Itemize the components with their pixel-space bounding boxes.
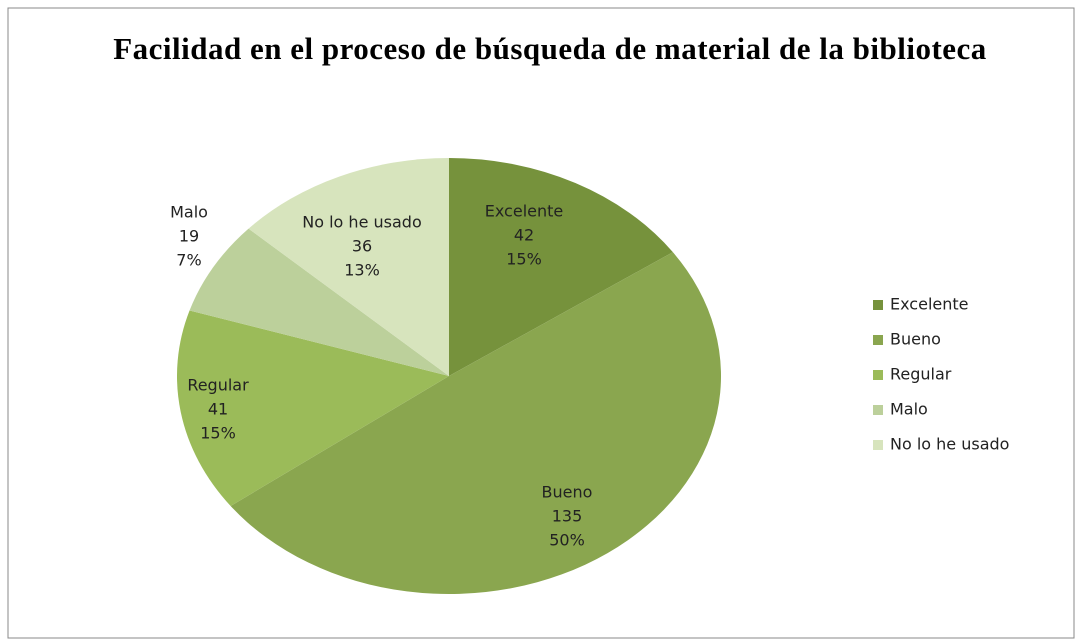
- slice-label-value: 42: [514, 226, 534, 245]
- slice-label-name: Bueno: [542, 483, 593, 502]
- legend-swatch: [873, 405, 883, 415]
- legend-swatch: [873, 335, 883, 345]
- slice-label-value: 41: [208, 400, 228, 419]
- legend-label: Regular: [890, 365, 952, 384]
- chart-title: Facilidad en el proceso de búsqueda de m…: [113, 32, 987, 66]
- slice-label-name: Regular: [187, 376, 249, 395]
- legend-swatch: [873, 370, 883, 380]
- slice-label-name: No lo he usado: [302, 213, 421, 232]
- slice-label-percent: 15%: [200, 424, 236, 443]
- pie-slice: [248, 158, 449, 376]
- slice-label-value: 36: [352, 237, 372, 256]
- pie-slice: [176, 310, 449, 506]
- slice-label-percent: 7%: [176, 251, 201, 270]
- slice-label-value: 19: [179, 227, 199, 246]
- slice-label-name: Excelente: [485, 202, 563, 221]
- pie-slice: [189, 228, 449, 376]
- pie-slice: [230, 252, 721, 594]
- pie-slice: [449, 158, 673, 376]
- legend-label: Excelente: [890, 295, 968, 314]
- legend-swatch: [873, 300, 883, 310]
- slice-label-percent: 50%: [549, 531, 585, 550]
- title-box: Facilidad en el proceso de búsqueda de m…: [113, 32, 987, 66]
- slice-label-value: 135: [552, 507, 583, 526]
- legend-label: Bueno: [890, 330, 941, 349]
- legend-label: No lo he usado: [890, 435, 1009, 454]
- legend-label: Malo: [890, 400, 928, 419]
- slice-label-percent: 13%: [344, 261, 380, 280]
- slice-label-percent: 15%: [506, 250, 542, 269]
- slice-label-name: Malo: [170, 203, 208, 222]
- legend-swatch: [873, 440, 883, 450]
